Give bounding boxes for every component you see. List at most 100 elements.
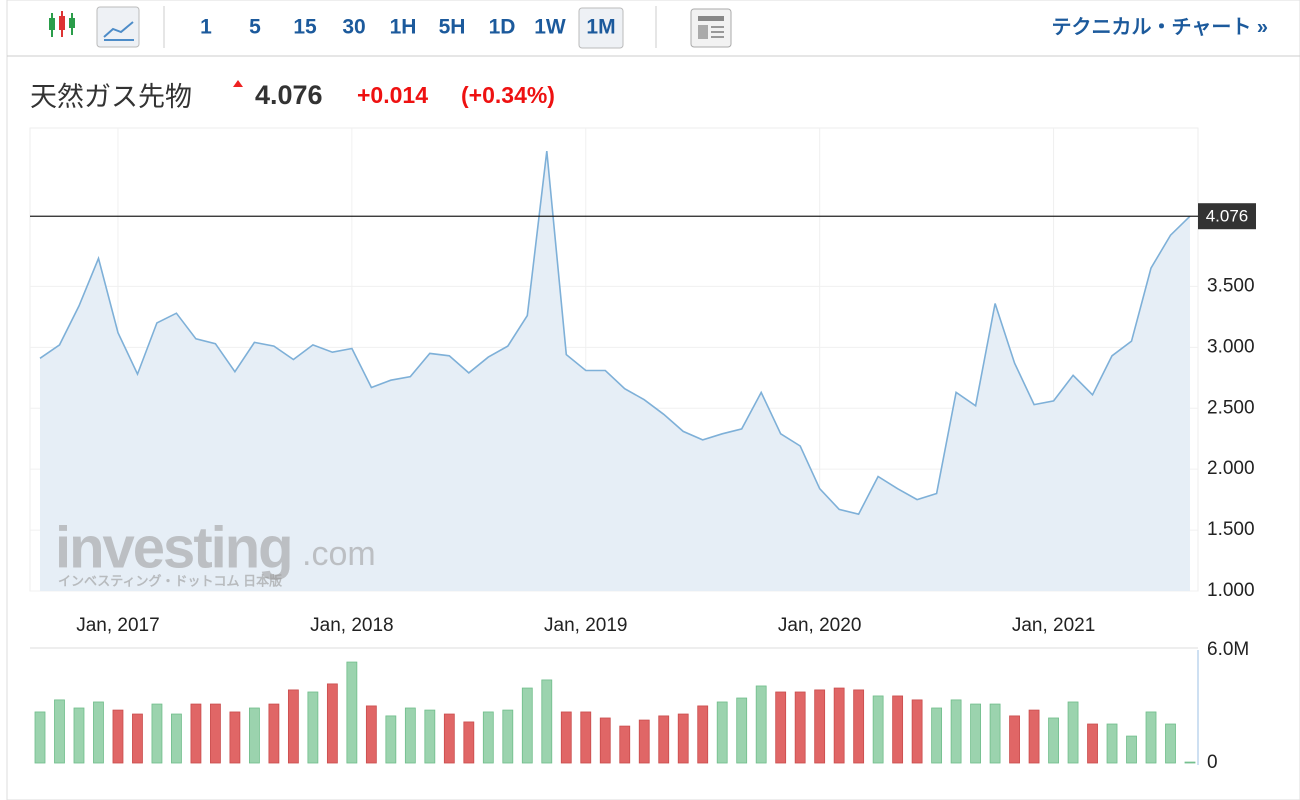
volume-bar: [307, 691, 319, 764]
interval-button[interactable]: 1H: [390, 16, 417, 39]
interval-button[interactable]: 1D: [489, 16, 516, 39]
volume-bar: [365, 705, 377, 764]
up-arrow: [233, 80, 243, 87]
volume-bar: [521, 687, 533, 764]
interval-button[interactable]: 5: [249, 16, 261, 39]
volume-bar: [404, 707, 416, 764]
volume-bar: [580, 711, 592, 764]
volume-bar: [1067, 701, 1079, 764]
volume-bar: [443, 713, 455, 764]
technical-chart-link[interactable]: テクニカル・チャート »: [1052, 15, 1268, 38]
volume-bar: [287, 689, 299, 764]
watermark-sub: インベスティング・ドットコム 日本版: [58, 573, 282, 588]
volume-bar: [541, 679, 553, 764]
volume-bar: [911, 699, 923, 764]
volume-bar: [346, 661, 358, 764]
volume-bar: [482, 711, 494, 764]
volume-bar: [34, 711, 46, 764]
volume-bar: [833, 687, 845, 764]
volume-bar: [814, 689, 826, 764]
volume-bar: [853, 689, 865, 764]
volume-bar: [171, 713, 182, 764]
volume-bar: [970, 703, 981, 764]
volume-bar: [229, 711, 241, 764]
last-price-tag-label: 4.076: [1206, 207, 1249, 226]
volume-bar: [755, 685, 767, 764]
x-tick-label: Jan, 2019: [544, 615, 627, 636]
volume-bar: [638, 719, 650, 764]
volume-bar: [931, 707, 943, 764]
price-line: [39, 151, 1191, 516]
volume-bar: [1048, 717, 1059, 764]
y2-tick-label: 6.0M: [1207, 639, 1249, 660]
candle-icon[interactable]: [49, 11, 75, 37]
interval-button[interactable]: 1W: [534, 16, 566, 39]
volume-bar: [424, 709, 436, 764]
volume-bar: [151, 703, 163, 764]
last-price: 4.076: [255, 80, 323, 110]
y-tick-label: 3.000: [1207, 336, 1255, 357]
last-price-tag: [1198, 203, 1256, 230]
x-tick-label: Jan, 2020: [778, 615, 861, 636]
volume-bar: [619, 725, 631, 764]
volume-bar: [560, 711, 572, 764]
volume-bar: [249, 707, 260, 764]
y-tick-label: 2.500: [1207, 397, 1255, 418]
volume-bar: [677, 713, 689, 764]
volume-bar: [1087, 723, 1098, 764]
volume-bar: [989, 703, 1001, 764]
x-tick-label: Jan, 2017: [76, 615, 159, 636]
volume-bar: [132, 713, 143, 764]
interval-button[interactable]: 30: [342, 16, 365, 39]
volume-bar: [93, 701, 104, 764]
volume-bar: [697, 705, 709, 764]
line-icon[interactable]: [96, 6, 140, 48]
volume-bar: [599, 717, 611, 764]
volume-bar: [1126, 735, 1137, 764]
volume-bar: [54, 699, 65, 764]
y-tick-label: 1.500: [1207, 519, 1255, 540]
volume-bar: [736, 697, 748, 764]
interval-button[interactable]: 5H: [439, 16, 466, 39]
interval-button[interactable]: 1: [200, 16, 212, 39]
volume-bar: [1184, 761, 1196, 764]
volume-bar: [872, 695, 884, 764]
volume-bar: [658, 715, 670, 764]
volume-bar: [1145, 711, 1157, 764]
y-tick-label: 2.000: [1207, 458, 1255, 479]
watermark-brand: investing: [55, 515, 292, 580]
volume-bar: [1165, 723, 1176, 764]
volume-bar: [326, 683, 338, 764]
y-tick-label: 3.500: [1207, 275, 1255, 296]
x-tick-label: Jan, 2018: [310, 615, 393, 636]
chart-layer: 1.000 1.500 2.000 2.500 3.000 3.500 Jan, 2017 J…: [30, 128, 1256, 773]
volume-bar: [268, 703, 280, 764]
volume-bar: [716, 701, 728, 764]
x-tick-label: Jan, 2021: [1012, 615, 1095, 636]
interval-button[interactable]: 15: [293, 16, 317, 39]
instrument-name: 天然ガス先物: [30, 82, 192, 112]
volume-bar: [502, 709, 514, 764]
volume-bar: [1009, 715, 1020, 764]
volume-bar: [210, 703, 221, 764]
volume-bar: [892, 695, 904, 764]
news-icon[interactable]: [690, 8, 732, 48]
volume-bar: [794, 691, 806, 764]
volume-bar: [775, 691, 787, 764]
area-fill: [40, 151, 1190, 591]
volume-bar: [1028, 709, 1040, 764]
volume-bar: [73, 707, 85, 764]
y-tick-label: 1.000: [1207, 580, 1255, 601]
interval-button[interactable]: 1M: [586, 16, 615, 39]
y2-tick-label: 0: [1207, 752, 1218, 773]
volume-bar: [1106, 723, 1118, 764]
watermark-suffix: .com: [302, 535, 376, 573]
price-change-percent: (+0.34%): [461, 82, 555, 108]
selected-interval-box: [578, 7, 624, 49]
volume-bar: [950, 699, 962, 764]
price-change: +0.014: [357, 82, 428, 108]
volume-bar: [112, 709, 124, 764]
volume-bar: [463, 721, 475, 764]
